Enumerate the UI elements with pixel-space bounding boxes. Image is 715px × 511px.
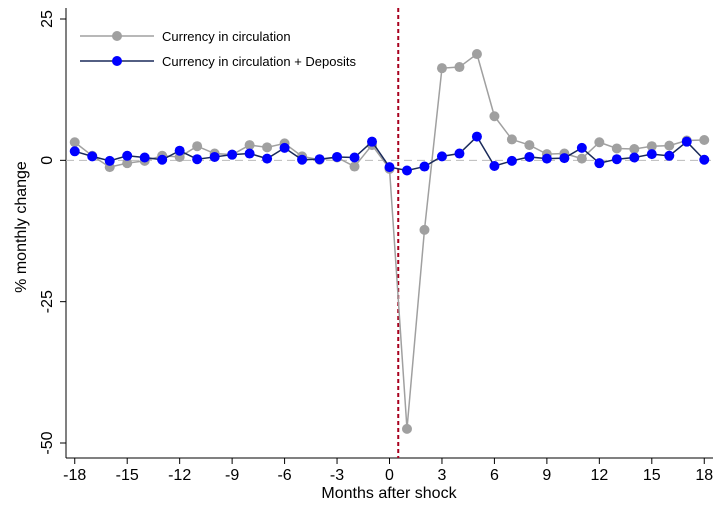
series-1-point	[506, 134, 517, 145]
y-axis-label: % monthly change	[13, 161, 30, 293]
series-2-point	[664, 150, 675, 161]
series-2-point	[104, 155, 115, 166]
legend-marker-2	[112, 56, 122, 66]
series-2-point	[244, 148, 255, 159]
series-2-point	[541, 153, 552, 164]
series-2-point	[69, 146, 80, 157]
series-2-point	[506, 155, 517, 166]
legend: Currency in circulation Currency in circu…	[80, 29, 356, 69]
series-2-point	[279, 142, 290, 153]
x-tick-label: 6	[490, 467, 499, 484]
legend-label-1: Currency in circulation	[162, 29, 291, 44]
series-2-point	[157, 154, 168, 165]
series-1-point	[419, 224, 430, 235]
series-2-point	[297, 154, 308, 165]
series-2-point	[681, 136, 692, 147]
series-line-1	[74, 52, 705, 429]
series-1-point	[471, 49, 482, 60]
series-2-point	[367, 136, 378, 147]
series-1-point	[576, 153, 587, 164]
series-2-point	[594, 158, 605, 169]
series-2-point	[192, 154, 203, 165]
series-1-point	[664, 140, 675, 151]
x-tick-label: 9	[542, 467, 551, 484]
reference-lines	[66, 8, 713, 458]
x-tick-label: 12	[590, 467, 608, 484]
series-2-point	[646, 149, 657, 160]
y-tick-label: -25	[39, 290, 56, 313]
series-2-point	[174, 145, 185, 156]
series-1-point	[524, 140, 535, 151]
x-tick-label: -3	[330, 467, 344, 484]
series-1-point	[454, 62, 465, 73]
series-2-point	[629, 152, 640, 163]
series-2-point	[436, 151, 447, 162]
x-axis-label: Months after shock	[321, 485, 457, 502]
series-2-point	[489, 160, 500, 171]
x-tick-label: 0	[385, 467, 394, 484]
series-2-point	[524, 151, 535, 162]
series-1-point	[401, 423, 412, 434]
series-2-point	[349, 152, 360, 163]
series-1-point	[349, 161, 360, 172]
series-2-point	[332, 151, 343, 162]
series-1-point	[594, 137, 605, 148]
series-2-point	[699, 154, 710, 165]
series-2-point	[227, 149, 238, 160]
series-1-point	[122, 158, 133, 169]
x-tick-label: -18	[63, 467, 86, 484]
y-tick-label: -50	[39, 431, 56, 454]
series-2-point	[576, 142, 587, 153]
series-2-point	[454, 148, 465, 159]
series-2-point	[384, 162, 395, 173]
series-2-point	[419, 161, 430, 172]
y-tick-label: 0	[39, 156, 56, 165]
series-1-point	[699, 134, 710, 145]
series-1-point	[489, 111, 500, 122]
x-tick-label: 18	[695, 467, 713, 484]
x-tick-label: -6	[277, 467, 291, 484]
x-tick-label: -12	[168, 467, 191, 484]
series-1-point	[629, 144, 640, 155]
series-2-point	[87, 151, 98, 162]
legend-marker-1	[112, 31, 122, 41]
series-layer	[69, 49, 710, 434]
axes: -18 -15 -12 -9 -6 -3 0 3 6 9 12 15 18 -50 -25 0 25	[39, 8, 713, 484]
series-1-point	[646, 141, 657, 152]
series-2-point	[559, 153, 570, 164]
series-1-point	[262, 142, 273, 153]
series-1-point	[192, 141, 203, 152]
series-1-point	[244, 140, 255, 151]
x-tick-label: -15	[116, 467, 139, 484]
legend-label-2: Currency in circulation + Deposits	[162, 54, 356, 69]
series-2-point	[401, 165, 412, 176]
series-2-point	[209, 151, 220, 162]
series-2-point	[471, 131, 482, 142]
x-tick-label: 3	[438, 467, 447, 484]
series-1-point	[611, 143, 622, 154]
series-2-point	[139, 152, 150, 163]
series-2-point	[262, 153, 273, 164]
x-tick-label: -9	[225, 467, 239, 484]
series-1-point	[436, 63, 447, 74]
series-2-point	[314, 154, 325, 165]
series-2-point	[611, 154, 622, 165]
x-tick-label: 15	[643, 467, 661, 484]
series-1-point	[69, 137, 80, 148]
series-2-point	[122, 150, 133, 161]
y-tick-label: 25	[39, 10, 56, 28]
